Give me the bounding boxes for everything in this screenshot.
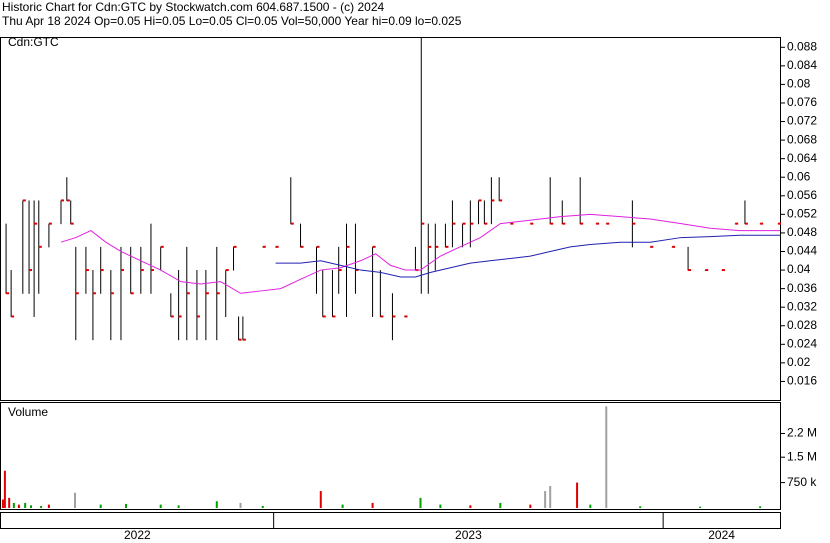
volume-label: Volume [8, 405, 48, 419]
quote-line: Thu Apr 18 2024 Op=0.05 Hi=0.05 Lo=0.05 … [2, 14, 462, 28]
y-tick-label: 0.024 [787, 336, 817, 350]
volume-bar [439, 504, 442, 508]
volume-bar [341, 504, 344, 508]
volume-bar [544, 491, 547, 508]
volume-bar [125, 503, 128, 508]
volume-bar [1, 499, 4, 508]
volume-bar [549, 485, 552, 508]
volume-bar [159, 504, 162, 508]
y-tick-label: 0.048 [787, 225, 817, 239]
time-axis [0, 512, 781, 529]
volume-bar [47, 504, 50, 508]
y-tick-label: 0.032 [787, 299, 817, 313]
y-tick-label: 0.064 [787, 151, 817, 165]
volume-bar [759, 506, 762, 508]
moving-average [275, 234, 780, 278]
symbol-label: Cdn:GTC [8, 35, 59, 49]
volume-bar [699, 506, 702, 508]
volume-bar [99, 504, 102, 508]
y-tick-label: 0.052 [787, 207, 817, 221]
volume-bar [177, 505, 180, 508]
y-tick-label: 0.036 [787, 281, 817, 295]
volume-bar [419, 497, 422, 508]
volume-bar [639, 506, 642, 508]
y-tick-label: 0.056 [787, 188, 817, 202]
y-tick-label: 750 k [787, 475, 817, 489]
volume-bar [499, 502, 502, 508]
y-tick-label: 0.06 [787, 169, 811, 183]
volume-bar [529, 504, 532, 508]
year-label: 2024 [708, 528, 735, 542]
volume-bar [24, 502, 27, 508]
volume-bar [17, 504, 20, 508]
volume-bar [319, 491, 322, 508]
y-tick-label: 0.016 [787, 374, 817, 388]
y-tick-label: 0.04 [787, 262, 811, 276]
volume-bar [215, 501, 218, 508]
year-label: 2023 [455, 528, 482, 542]
y-tick-label: 0.08 [787, 77, 811, 91]
price-panel [0, 37, 781, 401]
y-tick-label: 0.084 [787, 58, 817, 72]
volume-bar [605, 406, 608, 508]
y-tick-label: 0.068 [787, 132, 817, 146]
volume-bar [371, 502, 374, 508]
volume-bar [3, 470, 6, 508]
y-tick-label: 0.088 [787, 39, 817, 53]
volume-bar [74, 492, 77, 508]
volume-bar [12, 502, 15, 508]
y-tick-label: 1.5 M [787, 449, 817, 463]
y-tick-label: 0.044 [787, 244, 817, 258]
volume-bar [40, 505, 43, 508]
y-tick-label: 2.2 M [787, 426, 817, 440]
volume-bar [8, 497, 11, 508]
volume-panel [0, 402, 781, 510]
year-label: 2022 [124, 528, 151, 542]
chart-title: Historic Chart for Cdn:GTC by Stockwatch… [2, 0, 384, 14]
volume-bar [469, 505, 472, 508]
volume-bar [239, 502, 242, 508]
y-tick-label: 0.02 [787, 355, 811, 369]
volume-bar [589, 504, 592, 508]
volume-bar [29, 505, 32, 508]
moving-average [60, 213, 780, 294]
volume-bar [261, 505, 264, 508]
y-tick-label: 0.076 [787, 95, 817, 109]
volume-bar [576, 482, 579, 508]
y-tick-label: 0.028 [787, 318, 817, 332]
y-tick-label: 0.072 [787, 114, 817, 128]
